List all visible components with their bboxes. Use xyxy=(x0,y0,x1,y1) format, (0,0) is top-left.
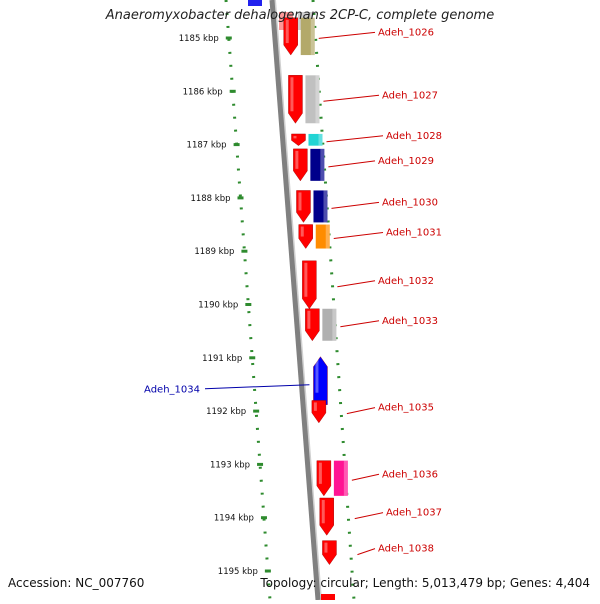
cog-category-box xyxy=(308,133,323,146)
scale-tick-label: 1185 kbp xyxy=(179,34,219,44)
scale-tick-label: 1195 kbp xyxy=(218,567,258,577)
gene-arrow-forward xyxy=(283,17,298,56)
cog-category-box xyxy=(300,17,315,56)
gene-leader-line xyxy=(323,94,380,102)
cog-box-shade xyxy=(323,190,328,223)
gene-label: Adeh_1027 xyxy=(382,90,438,101)
gene-arrow-forward-highlight xyxy=(324,542,328,553)
cog-box-shade xyxy=(325,224,330,249)
cog-box-shade xyxy=(343,460,348,496)
gene-arrow-forward-highlight xyxy=(318,462,322,484)
scale-tick-label: 1186 kbp xyxy=(183,87,223,97)
gene-leader-line xyxy=(318,31,376,39)
scale-tick-label: 1194 kbp xyxy=(214,514,254,524)
gene-arrow-forward xyxy=(293,148,308,182)
gene-arrow-forward xyxy=(291,133,306,146)
gene-leader-line xyxy=(351,473,380,481)
gene-arrow-forward-highlight xyxy=(307,310,311,329)
gene-arrow-forward xyxy=(288,75,303,124)
gene-arrow-forward-highlight xyxy=(304,262,308,297)
gene-leader-line xyxy=(340,320,380,328)
gene-label: Adeh_1029 xyxy=(378,156,434,167)
gene-arrow-forward-highlight xyxy=(300,226,304,237)
gene-arrow-forward xyxy=(296,190,311,223)
gene-leader-line xyxy=(328,160,376,168)
cog-box-shade xyxy=(315,75,320,124)
scale-tick-label: 1187 kbp xyxy=(187,141,227,151)
gene-label: Adeh_1026 xyxy=(378,27,434,38)
gene-label: Adeh_1035 xyxy=(378,403,434,414)
gene-label: Adeh_1037 xyxy=(386,508,442,519)
gene-leader-line xyxy=(354,512,384,520)
gene-arrow-forward-highlight xyxy=(298,192,302,211)
scale-tick-label: 1189 kbp xyxy=(194,247,234,257)
genome-backbone xyxy=(269,0,321,601)
cog-box-shade xyxy=(332,308,337,341)
gene-fragment xyxy=(248,0,262,6)
gene-fragment xyxy=(321,594,335,604)
gene-arrow-forward-highlight xyxy=(285,19,289,44)
scale-tick-label: 1192 kbp xyxy=(206,407,246,417)
gene-label: Adeh_1033 xyxy=(382,316,438,327)
gene-arrow-forward xyxy=(311,400,327,424)
scale-tick-label: 1188 kbp xyxy=(190,194,230,204)
cog-box-shade xyxy=(310,17,315,56)
cog-category-box xyxy=(313,190,328,223)
gene-arrow-forward xyxy=(305,308,320,342)
gene-leader-line xyxy=(333,232,384,240)
cog-category-box xyxy=(315,224,330,249)
cog-category-box xyxy=(333,460,348,496)
gene-arrow-forward xyxy=(316,460,332,497)
cog-box-shade xyxy=(320,148,325,181)
page-title: Anaeromyxobacter dehalogenans 2CP-C, com… xyxy=(105,8,495,23)
scale-ruler-right xyxy=(311,0,356,601)
gene-label: Adeh_1031 xyxy=(386,228,442,239)
gene-leader-line xyxy=(337,280,376,288)
gene-arrow-forward xyxy=(298,224,313,249)
gene-leader-line xyxy=(357,548,376,556)
scale-ruler-left xyxy=(224,0,272,601)
gene-leader-line xyxy=(346,407,376,415)
gene-arrow-forward-highlight xyxy=(313,402,317,411)
gene-leader-line xyxy=(204,384,310,390)
gene-arrow-forward-highlight xyxy=(321,499,325,524)
gene-arrow-forward-highlight xyxy=(293,135,297,139)
gene-arrow-forward-highlight xyxy=(290,77,294,112)
scale-tick-label: 1193 kbp xyxy=(210,460,250,470)
gene-arrow-forward xyxy=(302,260,317,310)
cog-category-box xyxy=(322,308,337,341)
scale-tick-label: 1191 kbp xyxy=(202,354,242,364)
gene-label: Adeh_1032 xyxy=(378,276,434,287)
gene-label: Adeh_1028 xyxy=(386,131,442,142)
gene-arrow-forward xyxy=(322,540,337,565)
gene-label: Adeh_1036 xyxy=(382,469,438,480)
gene-leader-line xyxy=(331,201,380,209)
gene-label: Adeh_1034 xyxy=(144,385,200,396)
gene-label: Adeh_1038 xyxy=(378,544,434,555)
topology-text: Topology: circular; Length: 5,013,479 bp… xyxy=(260,576,590,590)
gene-arrow-forward-highlight xyxy=(295,150,299,169)
cog-category-box xyxy=(305,75,320,124)
gene-arrow-reverse-highlight xyxy=(315,358,319,393)
accession-text: Accession: NC_007760 xyxy=(8,576,145,590)
gene-arrow-forward xyxy=(319,497,334,536)
scale-tick-label: 1190 kbp xyxy=(198,301,238,311)
gene-leader-line xyxy=(326,135,384,143)
gene-label: Adeh_1030 xyxy=(382,197,438,208)
cog-box-shade xyxy=(318,133,323,146)
cog-category-box xyxy=(310,148,325,181)
